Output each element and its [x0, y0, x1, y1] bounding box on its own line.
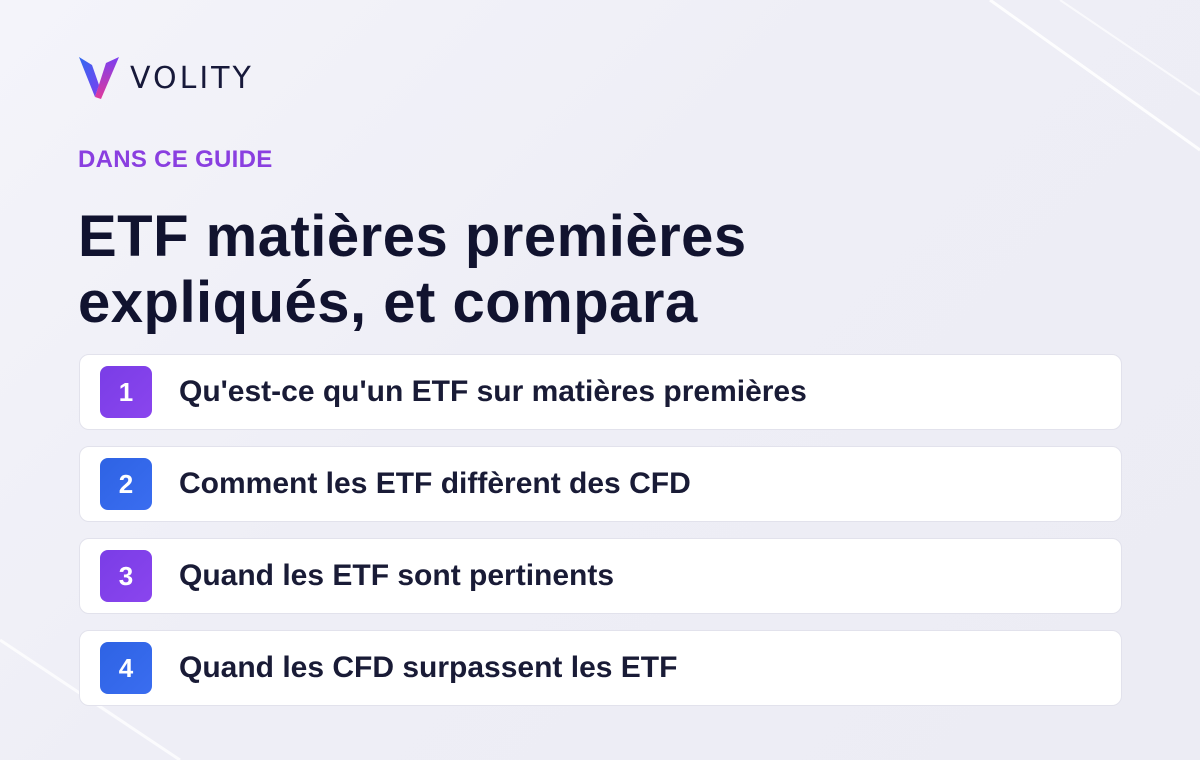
volity-logo[interactable]: VOLITY — [78, 55, 254, 101]
toc-item-label: Comment les ETF diffèrent des CFD — [179, 467, 691, 500]
toc-number-badge: 2 — [100, 458, 152, 510]
toc-item-3[interactable]: 3 Quand les ETF sont pertinents — [79, 538, 1122, 614]
page-title-line-2: expliqués, et compara — [78, 270, 698, 335]
toc-item-label: Qu'est-ce qu'un ETF sur matières premièr… — [179, 375, 807, 408]
volity-logo-icon — [79, 57, 119, 99]
page-title-line-1: ETF matières premières — [78, 204, 747, 269]
toc-item-4[interactable]: 4 Quand les CFD surpassent les ETF — [79, 630, 1122, 706]
toc-item-2[interactable]: 2 Comment les ETF diffèrent des CFD — [79, 446, 1122, 522]
toc-number-badge: 4 — [100, 642, 152, 694]
brand-name: VOLITY — [130, 60, 254, 96]
toc-item-label: Quand les CFD surpassent les ETF — [179, 651, 678, 684]
toc-number-badge: 1 — [100, 366, 152, 418]
page-title: ETF matières premières expliqués, et com… — [78, 204, 1158, 336]
toc-number-badge: 3 — [100, 550, 152, 602]
table-of-contents: 1 Qu'est-ce qu'un ETF sur matières premi… — [79, 354, 1122, 722]
toc-item-label: Quand les ETF sont pertinents — [179, 559, 615, 592]
toc-item-1[interactable]: 1 Qu'est-ce qu'un ETF sur matières premi… — [79, 354, 1122, 430]
section-eyebrow: DANS CE GUIDE — [78, 146, 273, 173]
